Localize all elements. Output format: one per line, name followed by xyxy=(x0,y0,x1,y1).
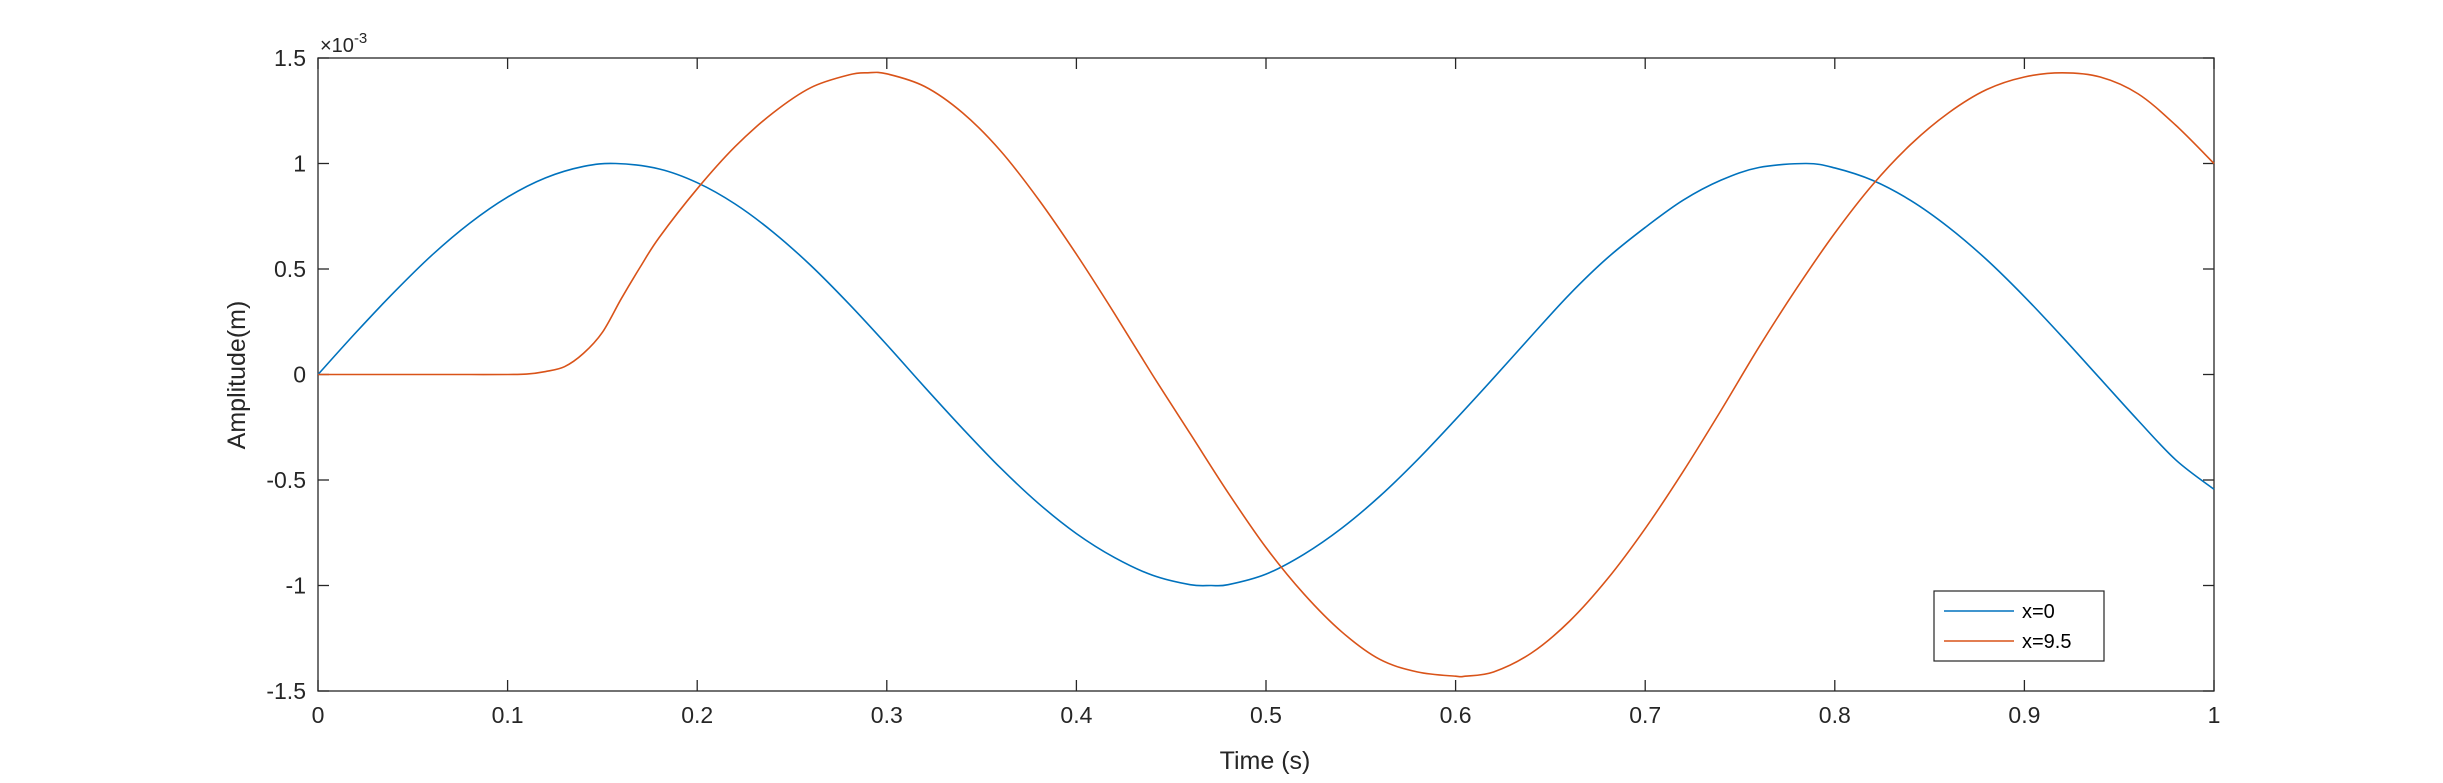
y-tick-label: 1.5 xyxy=(274,45,306,71)
y-tick-label: 0.5 xyxy=(274,256,306,282)
legend-box xyxy=(1933,590,2105,662)
series-line-1 xyxy=(317,162,2215,587)
y-axis-label: Amplitude(m) xyxy=(223,301,251,450)
legend-label-1: x=0 xyxy=(2022,601,2055,623)
y-tick-label: 1 xyxy=(293,151,306,177)
y-tick-label: 0 xyxy=(293,362,306,388)
y-tick-label: -1.5 xyxy=(266,678,306,704)
x-tick-label: 0.8 xyxy=(1819,702,1851,728)
x-tick-label: 0.6 xyxy=(1440,702,1472,728)
x-tick-label: 1 xyxy=(2208,702,2221,728)
plot-area-border xyxy=(317,57,2215,692)
x-axis-ticks: 0 0.1 0.2 0.3 0.4 0.5 0.6 0.7 0.8 0.9 1 xyxy=(312,58,2221,728)
y-axis-exponent-power: -3 xyxy=(354,30,367,47)
y-axis-ticks: 1.5 1 0.5 0 -0.5 -1 -1.5 xyxy=(266,45,2214,704)
x-tick-label: 0.4 xyxy=(1060,702,1092,728)
y-tick-label: -1 xyxy=(286,573,306,599)
x-axis-label: Time (s) xyxy=(1220,747,1311,775)
series-lines xyxy=(317,71,2215,678)
x-tick-label: 0.9 xyxy=(2008,702,2040,728)
legend-label-2: x=9.5 xyxy=(2022,631,2071,653)
y-axis-exponent-base: ×10 xyxy=(320,35,354,57)
legend: x=0 x=9.5 xyxy=(1933,590,2105,662)
x-tick-label: 0.7 xyxy=(1629,702,1661,728)
x-tick-label: 0.5 xyxy=(1250,702,1282,728)
y-tick-label: -0.5 xyxy=(266,467,306,493)
x-tick-label: 0.3 xyxy=(871,702,903,728)
x-tick-label: 0.1 xyxy=(492,702,524,728)
y-axis-exponent: ×10-3 xyxy=(320,30,367,57)
series-line-2 xyxy=(317,71,2215,678)
x-tick-label: 0 xyxy=(312,702,325,728)
axes-frame xyxy=(317,57,2215,692)
x-tick-label: 0.2 xyxy=(681,702,713,728)
